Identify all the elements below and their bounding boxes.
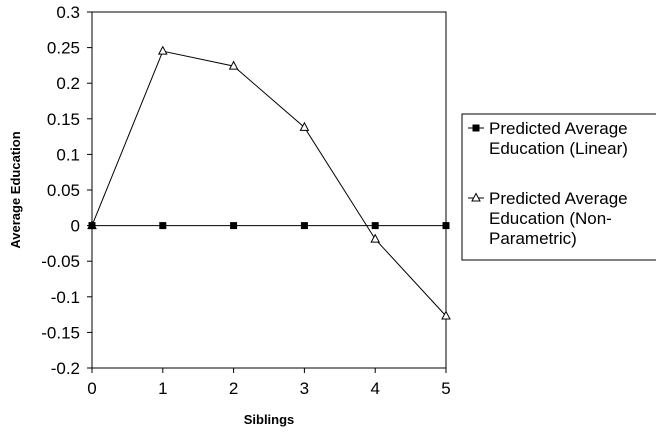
- y-tick-label: -0.05: [41, 252, 80, 271]
- y-axis: 0.3 0.25 0.2 0.15 0.1 0.05 0 -0.05 -0.1 -0.15 -0.2: [41, 3, 92, 378]
- y-tick-label: 0.1: [56, 145, 80, 164]
- x-axis: 0 1 2 3 4 5: [87, 368, 451, 398]
- y-axis-title: Average Education: [8, 131, 23, 248]
- y-tick-label: 0.05: [47, 181, 80, 200]
- y-tick-label: 0.2: [56, 74, 80, 93]
- x-tick-label: 0: [87, 379, 96, 398]
- legend-label: Education (Linear): [489, 139, 628, 158]
- y-tick-label: 0.15: [47, 110, 80, 129]
- y-tick-label: -0.1: [51, 288, 80, 307]
- legend-marker: [472, 124, 480, 132]
- data-point: [371, 222, 379, 230]
- plot-area: [91, 11, 447, 369]
- data-point: [370, 233, 381, 243]
- y-tick-label: 0.25: [47, 39, 80, 58]
- legend-label: Parametric): [489, 229, 577, 248]
- y-tick-label: 0.3: [56, 3, 80, 22]
- x-tick-label: 3: [300, 379, 309, 398]
- data-point: [228, 60, 239, 70]
- data-point: [230, 222, 238, 230]
- legend-marker: [471, 192, 481, 202]
- data-point: [300, 222, 308, 230]
- data-point: [157, 45, 168, 55]
- x-tick-label: 5: [441, 379, 450, 398]
- series-line: [91, 50, 447, 317]
- y-tick-label: -0.2: [51, 359, 80, 378]
- series-layer: [87, 45, 451, 320]
- y-tick-label: -0.15: [41, 323, 80, 342]
- data-point: [299, 121, 310, 131]
- legend-label: Education (Non-: [489, 209, 612, 228]
- legend-box: [461, 113, 656, 261]
- x-tick-label: 1: [158, 379, 167, 398]
- x-tick-label: 4: [370, 379, 379, 398]
- x-tick-label: 2: [229, 379, 238, 398]
- data-point: [88, 222, 96, 230]
- data-point: [159, 222, 167, 230]
- x-axis-title: Siblings: [244, 412, 295, 427]
- y-tick-label: 0: [71, 217, 80, 236]
- legend-label: Predicted Average: [489, 189, 628, 208]
- data-point: [442, 222, 450, 230]
- data-point: [441, 310, 451, 320]
- legend-label: Predicted Average: [489, 119, 628, 138]
